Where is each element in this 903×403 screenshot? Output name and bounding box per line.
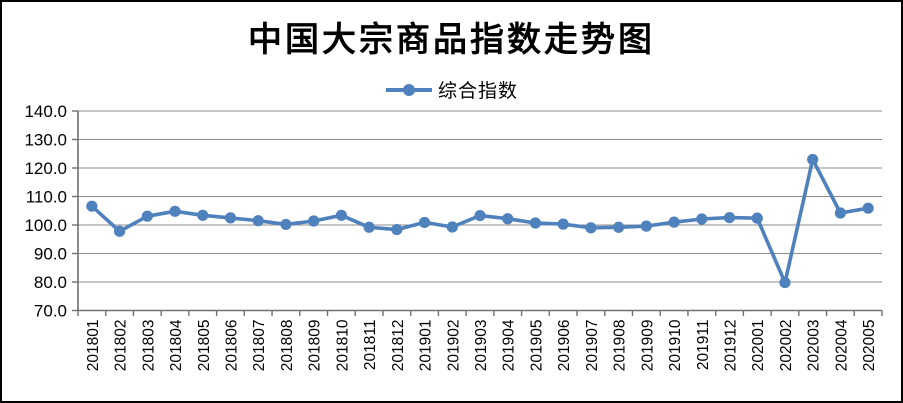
x-axis-tick-label: 201908 [612,320,629,372]
x-axis-tick-label: 201803 [140,320,157,372]
data-point-marker [502,213,514,225]
legend: 综合指数 [2,76,901,103]
data-point-marker [613,221,625,233]
data-point-marker [169,205,181,217]
data-point-marker [696,213,708,225]
data-point-marker [86,200,98,212]
x-axis-tick-label: 201901 [418,320,435,372]
x-axis-tick-label: 201905 [528,320,545,372]
x-axis-tick-label: 202005 [861,320,878,372]
y-axis-tick-label: 70.0 [34,302,67,321]
y-axis-tick-label: 80.0 [34,273,67,292]
x-axis-tick-label: 201903 [473,320,490,372]
x-axis-tick-label: 202002 [778,320,795,372]
y-axis-tick-label: 90.0 [34,245,67,264]
y-axis-tick-label: 110.0 [26,188,67,207]
x-axis-tick-label: 201802 [113,320,130,372]
x-axis-tick-label: 201911 [695,320,712,371]
data-point-marker [640,220,652,232]
x-axis-tick-label: 201811 [362,320,379,371]
x-axis-tick-label: 201902 [445,320,462,372]
data-point-marker [197,209,209,221]
x-axis-tick-label: 202004 [833,319,850,371]
data-point-marker [585,222,597,234]
legend-series-label: 综合指数 [437,81,518,102]
data-point-marker [862,202,874,214]
data-point-marker [141,210,153,222]
x-axis-tick-label: 202003 [806,320,823,372]
x-axis-tick-label: 201801 [85,320,102,372]
y-axis-tick-label: 130.0 [24,131,67,150]
x-axis-tick-label: 201807 [251,320,268,372]
x-axis-tick-label: 201805 [196,320,213,372]
x-axis-tick-label: 201912 [723,320,740,372]
data-point-marker [113,225,126,237]
data-point-marker [807,153,819,166]
data-point-marker [529,217,542,229]
data-point-marker [751,212,763,224]
data-point-marker [418,216,431,229]
x-axis-tick-label: 201808 [279,320,296,372]
data-point-marker [723,211,736,224]
legend-line-marker-icon [385,83,432,96]
y-axis-tick-label: 120.0 [24,159,67,178]
data-point-marker [557,218,569,230]
data-point-marker [335,209,347,221]
data-point-marker [668,216,680,228]
data-point-marker [474,209,486,222]
data-point-marker [446,221,458,233]
y-axis-tick-label: 140.0 [24,102,67,121]
x-axis-tick-label: 201809 [307,320,324,372]
chart-title: 中国大宗商品指数走势图 [248,22,655,59]
x-axis-tick-label: 201812 [390,320,407,372]
x-axis-tick-label: 201904 [501,319,518,371]
x-axis-tick-label: 202001 [750,320,767,372]
x-axis-tick-label: 201810 [334,319,351,371]
x-axis-tick-label: 201909 [639,320,656,372]
data-point-marker [834,207,847,219]
x-axis-tick-label: 201804 [168,319,185,371]
x-axis-tick-label: 201910 [667,319,684,371]
data-point-marker [280,218,292,231]
y-axis-tick-label: 100.0 [24,216,67,235]
data-point-marker [363,221,375,233]
x-axis-tick-label: 201806 [223,320,240,372]
data-point-marker [252,215,264,227]
x-axis-tick-label: 201907 [584,320,601,372]
data-point-marker [391,223,403,236]
data-point-marker [779,276,791,289]
data-point-marker [308,215,320,227]
x-axis-tick-label: 201906 [556,320,573,372]
data-point-marker [224,212,237,224]
